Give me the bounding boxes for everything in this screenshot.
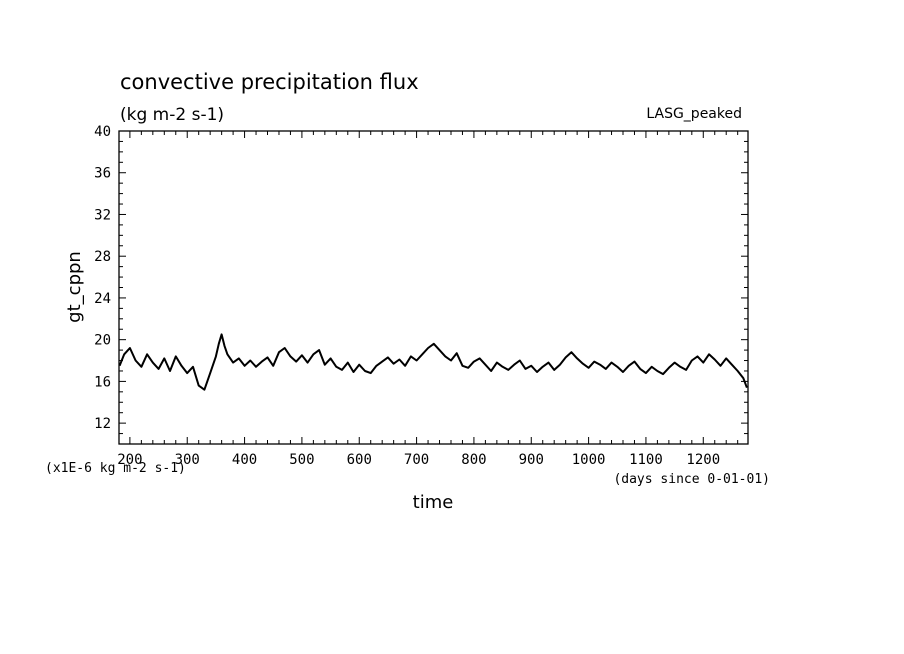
chart-subtitle: (kg m-2 s-1): [120, 105, 224, 125]
y-scale-note: (x1E-6 kg m-2 s-1): [45, 461, 186, 476]
x-units-note: (days since 0-01-01): [613, 472, 770, 487]
y-axis-label: gt_cppn: [64, 251, 85, 323]
x-tick-label: 400: [232, 452, 257, 468]
x-tick-label: 1200: [686, 452, 720, 468]
x-tick-label: 600: [347, 452, 372, 468]
y-tick-label: 32: [94, 207, 111, 223]
axis-ticks: [119, 130, 748, 444]
y-tick-label: 28: [94, 249, 111, 265]
y-tick-label: 36: [94, 166, 111, 182]
x-tick-label: 800: [461, 452, 486, 468]
series-line: [118, 333, 748, 391]
dataset-label: LASG_peaked: [646, 106, 742, 122]
x-tick-label: 700: [404, 452, 429, 468]
y-tick-label: 24: [94, 291, 111, 307]
x-axis-label: time: [413, 492, 454, 513]
chart-title: convective precipitation flux: [120, 70, 419, 94]
x-tick-labels: 200 300 400 500 600 700 800 900 1000 1100 1200: [117, 452, 720, 468]
y-tick-label: 16: [94, 374, 111, 390]
y-tick-label: 20: [94, 333, 111, 349]
y-tick-label: 12: [94, 416, 111, 432]
y-tick-label: 40: [94, 124, 111, 140]
x-tick-label: 200: [117, 452, 142, 468]
x-tick-label: 500: [289, 452, 314, 468]
y-tick-labels: 12 16 20 24 28 32 36 40: [94, 124, 111, 432]
x-tick-label: 300: [175, 452, 200, 468]
x-tick-label: 900: [519, 452, 544, 468]
x-tick-label: 1100: [629, 452, 663, 468]
plot-frame: [118, 130, 749, 445]
x-tick-label: 1000: [572, 452, 606, 468]
